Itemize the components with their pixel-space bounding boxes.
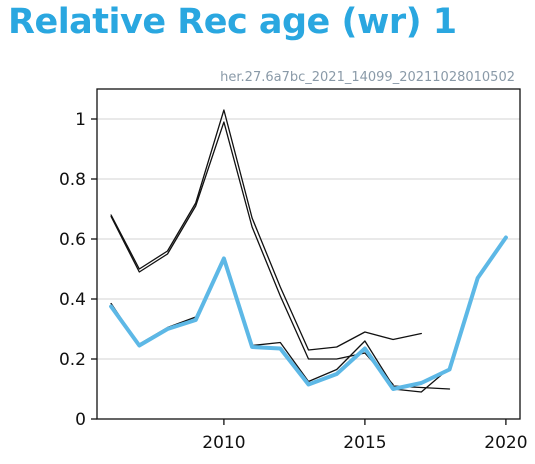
x-tick-label: 2015 [343,433,386,453]
y-tick-label: 1 [75,110,86,130]
plot-frame [96,88,521,420]
x-tick-label: 2010 [202,433,245,453]
y-tick-label: 0.4 [59,290,86,310]
y-tick-label: 0.8 [59,170,86,190]
series-line-3 [110,257,451,390]
series-line-5 [109,235,508,391]
chart-subtitle: her.27.6a7bc_2021_14099_20211028010502 [220,70,515,85]
chart-title: Relative Rec age (wr) 1 [8,2,457,42]
series-line-2 [110,121,394,386]
series-line-4 [110,259,451,393]
series-layer [109,109,508,393]
y-tick-label: 0 [75,410,86,430]
x-axis: 2010 2015 2020 [202,419,528,453]
y-tick-label: 0.6 [59,230,86,250]
series-line-1 [110,109,422,351]
y-axis: 0 0.2 0.4 0.6 0.8 1 [59,110,97,430]
grid-lines [97,118,520,360]
x-tick-label: 2020 [484,433,527,453]
y-tick-label: 0.2 [59,350,86,370]
